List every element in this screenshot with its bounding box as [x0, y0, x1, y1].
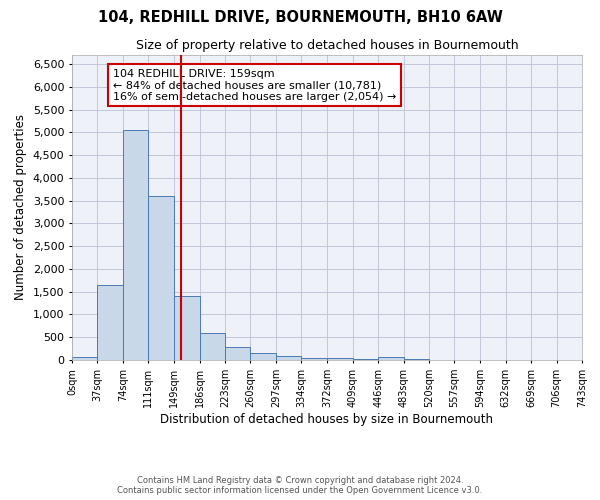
Text: 104, REDHILL DRIVE, BOURNEMOUTH, BH10 6AW: 104, REDHILL DRIVE, BOURNEMOUTH, BH10 6A…: [98, 10, 502, 25]
Bar: [250, 353, 276, 360]
Text: Contains HM Land Registry data © Crown copyright and database right 2024.
Contai: Contains HM Land Registry data © Crown c…: [118, 476, 482, 495]
Bar: [72, 357, 97, 360]
Bar: [328, 358, 353, 360]
Bar: [378, 358, 404, 360]
X-axis label: Distribution of detached houses by size in Bournemouth: Distribution of detached houses by size …: [161, 412, 493, 426]
Bar: [123, 130, 148, 360]
Bar: [97, 285, 123, 360]
Bar: [148, 196, 174, 360]
Text: 104 REDHILL DRIVE: 159sqm
← 84% of detached houses are smaller (10,781)
16% of s: 104 REDHILL DRIVE: 159sqm ← 84% of detac…: [113, 68, 396, 102]
Bar: [200, 332, 225, 360]
Y-axis label: Number of detached properties: Number of detached properties: [14, 114, 27, 300]
Title: Size of property relative to detached houses in Bournemouth: Size of property relative to detached ho…: [136, 40, 518, 52]
Bar: [301, 358, 328, 360]
Bar: [174, 296, 200, 360]
Bar: [225, 347, 250, 360]
Bar: [276, 356, 301, 360]
Bar: [353, 358, 378, 360]
